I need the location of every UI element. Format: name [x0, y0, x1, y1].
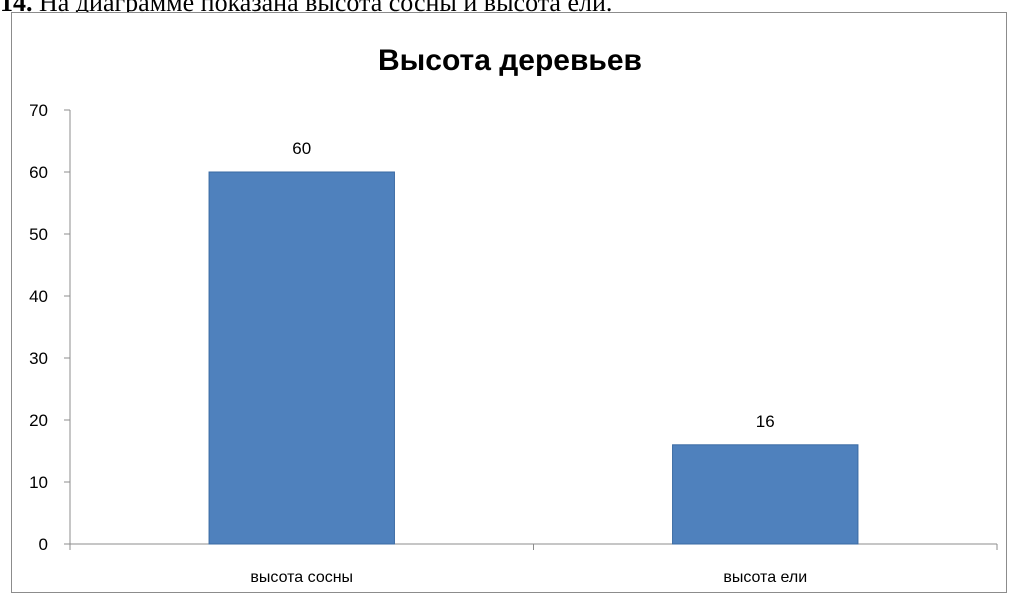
chart-title: Высота деревьев	[378, 44, 642, 77]
y-tick-label: 20	[29, 411, 48, 430]
data-label-1: 60	[292, 139, 311, 158]
x-tick-label-2: высота ели	[723, 569, 807, 586]
y-tick-label: 70	[29, 101, 48, 120]
bar-2	[672, 444, 859, 545]
y-tick-label: 10	[29, 473, 48, 492]
bar-1	[208, 171, 395, 545]
y-tick-label: 60	[29, 163, 48, 182]
y-tick-label: 40	[29, 287, 48, 306]
data-label-2: 16	[756, 412, 775, 431]
x-tick-label-1: высота сосны	[250, 569, 353, 586]
chart-bars: 60 16	[208, 139, 859, 545]
y-tick-label: 30	[29, 349, 48, 368]
y-tick-label: 50	[29, 225, 48, 244]
y-tick-label: 0	[39, 535, 48, 554]
